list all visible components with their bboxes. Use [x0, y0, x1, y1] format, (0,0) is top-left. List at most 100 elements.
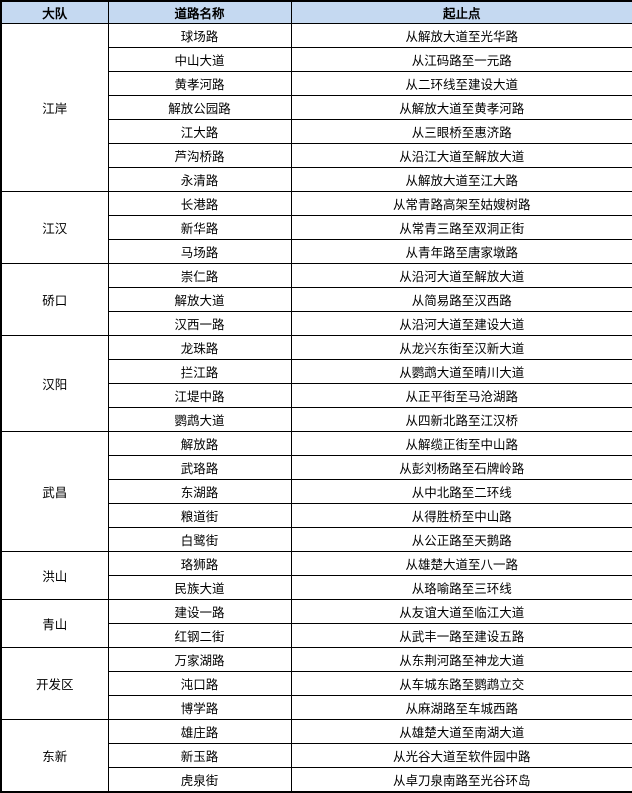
range-cell: 从车城东路至鹦鹉立交	[290, 671, 632, 696]
table-row: 虎泉街 从卓刀泉南路至光谷环岛	[1, 767, 632, 793]
road-name-cell: 红钢二街	[107, 623, 292, 648]
range-cell: 从沿河大道至解放大道	[290, 263, 632, 288]
brigade-cell: 江汉	[0, 191, 109, 264]
range-cell: 从雄楚大道至南湖大道	[290, 719, 632, 744]
road-name-cell: 沌口路	[107, 671, 292, 696]
road-name-cell: 东湖路	[107, 479, 292, 504]
range-cell: 从彭刘杨路至石牌岭路	[290, 455, 632, 480]
road-name-cell: 球场路	[107, 23, 292, 48]
table-row: 江汉 长港路 从常青路高架至姑嫂树路	[0, 191, 632, 264]
table-row: 新玉路 从光谷大道至软件园中路	[1, 743, 632, 768]
road-name-cell: 万家湖路	[107, 647, 292, 672]
range-cell: 从四新北路至江汉桥	[290, 407, 632, 432]
table-row: 东新 雄庄路 从雄楚大道至南湖大道	[0, 719, 632, 793]
table-row: 中山大道 从江码路至一元路	[1, 47, 632, 72]
table-row: 开发区 万家湖路 从东荆河路至神龙大道	[0, 647, 632, 720]
range-cell: 从光谷大道至软件园中路	[290, 743, 632, 768]
range-cell: 从青年路至唐家墩路	[290, 239, 632, 264]
range-cell: 从二环线至建设大道	[290, 71, 632, 96]
brigade-cell: 江岸	[0, 23, 109, 192]
range-cell: 从常青三路至双洞正街	[290, 215, 632, 240]
range-cell: 从沿江大道至解放大道	[290, 143, 632, 168]
range-cell: 从珞喻路至三环线	[290, 575, 632, 600]
table-row: 江岸 球场路 从解放大道至光华路	[0, 23, 632, 192]
header-brigade: 大队	[0, 0, 109, 24]
table-row: 新华路 从常青三路至双洞正街	[1, 215, 632, 240]
table-row: 红钢二街 从武丰一路至建设五路	[1, 623, 632, 648]
range-cell: 从雄楚大道至八一路	[290, 551, 632, 576]
range-cell: 从东荆河路至神龙大道	[290, 647, 632, 672]
brigade-cell: 东新	[0, 719, 109, 793]
road-name-cell: 黄孝河路	[107, 71, 292, 96]
road-name-cell: 雄庄路	[107, 719, 292, 744]
range-cell: 从友谊大道至临江大道	[290, 599, 632, 624]
table-row: 洪山 珞狮路 从雄楚大道至八一路	[0, 551, 632, 600]
table-row: 解放公园路 从解放大道至黄孝河路	[1, 95, 632, 120]
header-row: 大队 道路名称 起止点	[0, 0, 632, 24]
range-cell: 从龙兴东街至汉新大道	[290, 335, 632, 360]
road-name-cell: 武珞路	[107, 455, 292, 480]
range-cell: 从正平街至马沧湖路	[290, 383, 632, 408]
brigade-cell: 汉阳	[0, 335, 109, 432]
range-cell: 从江码路至一元路	[290, 47, 632, 72]
table-row: 汉阳 龙珠路 从龙兴东街至汉新大道	[0, 335, 632, 432]
range-cell: 从解放大道至黄孝河路	[290, 95, 632, 120]
road-name-cell: 永清路	[107, 167, 292, 192]
table-row: 武昌 解放路 从解缆正街至中山路	[0, 431, 632, 552]
table-row: 解放大道 从简易路至汉西路	[1, 287, 632, 312]
road-name-cell: 长港路	[107, 191, 292, 216]
road-name-cell: 新玉路	[107, 743, 292, 768]
range-cell: 从解放大道至光华路	[290, 23, 632, 48]
road-name-cell: 崇仁路	[107, 263, 292, 288]
range-cell: 从鹦鹉大道至晴川大道	[290, 359, 632, 384]
road-name-cell: 龙珠路	[107, 335, 292, 360]
range-cell: 从解缆正街至中山路	[290, 431, 632, 456]
brigade-cell: 武昌	[0, 431, 109, 552]
table-row: 沌口路 从车城东路至鹦鹉立交	[1, 671, 632, 696]
table-row: 硚口 崇仁路 从沿河大道至解放大道	[0, 263, 632, 336]
table-row: 粮道街 从得胜桥至中山路	[1, 503, 632, 528]
road-name-cell: 江大路	[107, 119, 292, 144]
road-name-cell: 新华路	[107, 215, 292, 240]
table-row: 青山 建设一路 从友谊大道至临江大道	[0, 599, 632, 648]
road-name-cell: 解放路	[107, 431, 292, 456]
road-name-cell: 民族大道	[107, 575, 292, 600]
road-name-cell: 拦江路	[107, 359, 292, 384]
range-cell: 从解放大道至江大路	[290, 167, 632, 192]
road-name-cell: 博学路	[107, 695, 292, 720]
road-name-cell: 中山大道	[107, 47, 292, 72]
road-name-cell: 建设一路	[107, 599, 292, 624]
road-name-cell: 江堤中路	[107, 383, 292, 408]
range-cell: 从得胜桥至中山路	[290, 503, 632, 528]
road-name-cell: 白鹭街	[107, 527, 292, 552]
table-body: 江岸 球场路 从解放大道至光华路 中山大道 从江码路至一元路 黄孝河路 从二环线至建设大道解…	[0, 23, 632, 793]
table-row: 马场路 从青年路至唐家墩路	[1, 239, 632, 264]
range-cell: 从公正路至天鹅路	[290, 527, 632, 552]
range-cell: 从简易路至汉西路	[290, 287, 632, 312]
range-cell: 从卓刀泉南路至光谷环岛	[290, 767, 632, 793]
table-row: 江大路 从三眼桥至惠济路	[1, 119, 632, 144]
range-cell: 从沿河大道至建设大道	[290, 311, 632, 336]
table-row: 芦沟桥路 从沿江大道至解放大道	[1, 143, 632, 168]
road-name-cell: 粮道街	[107, 503, 292, 528]
road-name-cell: 解放公园路	[107, 95, 292, 120]
range-cell: 从常青路高架至姑嫂树路	[290, 191, 632, 216]
range-cell: 从中北路至二环线	[290, 479, 632, 504]
road-name-cell: 汉西一路	[107, 311, 292, 336]
brigade-cell: 青山	[0, 599, 109, 648]
road-name-cell: 虎泉街	[107, 767, 292, 793]
road-name-cell: 马场路	[107, 239, 292, 264]
header-road-name: 道路名称	[107, 0, 292, 24]
road-name-cell: 解放大道	[107, 287, 292, 312]
table-row: 东湖路 从中北路至二环线	[1, 479, 632, 504]
road-name-cell: 鹦鹉大道	[107, 407, 292, 432]
range-cell: 从麻湖路至车城西路	[290, 695, 632, 720]
road-name-cell: 芦沟桥路	[107, 143, 292, 168]
range-cell: 从三眼桥至惠济路	[290, 119, 632, 144]
table-row: 汉西一路 从沿河大道至建设大道	[1, 311, 632, 336]
road-name-cell: 珞狮路	[107, 551, 292, 576]
brigade-cell: 硚口	[0, 263, 109, 336]
brigade-cell: 开发区	[0, 647, 109, 720]
header-range: 起止点	[290, 0, 632, 24]
